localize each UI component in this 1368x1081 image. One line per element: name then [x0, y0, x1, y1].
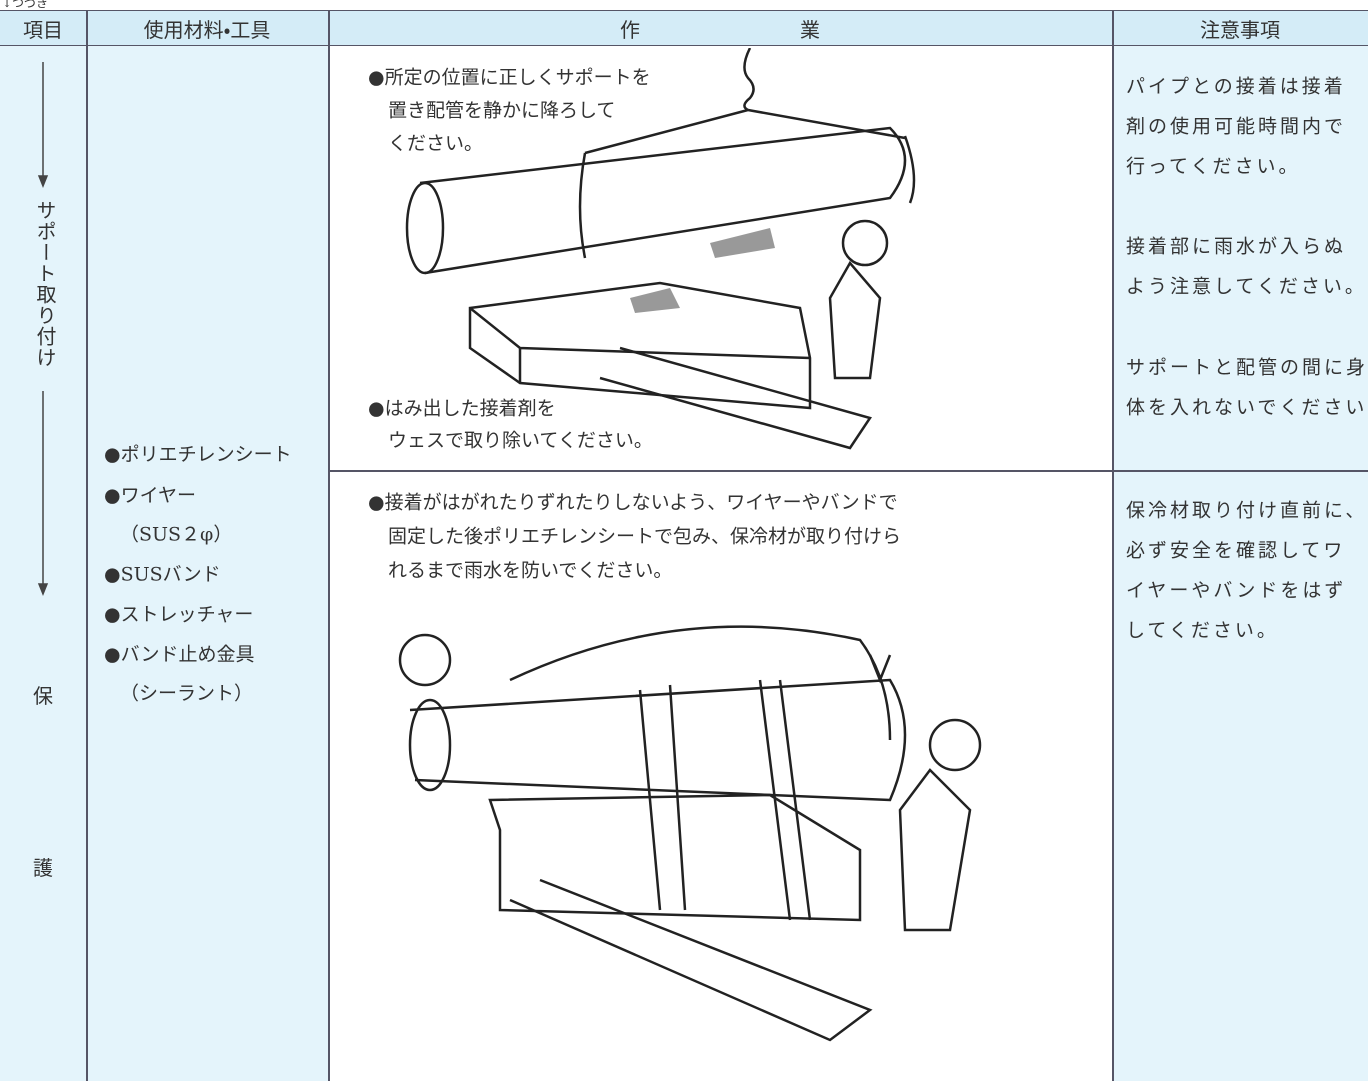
work-text: 置き配管を静かに降ろして	[388, 99, 616, 122]
note-text: イヤーやバンドをはず	[1126, 579, 1347, 602]
work-text: ●接着がはがれたりずれたりしないよう、ワイヤーやバンドで	[368, 491, 898, 514]
illustration-protection	[398, 625, 982, 1042]
note-text: 必ず安全を確認してワ	[1126, 539, 1346, 562]
note-text: 剤の使用可能時間内で	[1126, 115, 1347, 138]
column-border	[328, 10, 330, 1081]
stage-label: 保	[33, 684, 53, 708]
work-text: ウェスで取り除いてください。	[388, 429, 653, 452]
material-item: ●ワイヤー	[104, 484, 197, 507]
stage-label: 護	[33, 856, 53, 880]
material-item: ●ストレッチャー	[104, 603, 254, 626]
illustration-support	[405, 48, 916, 450]
work-text: ください。	[388, 132, 484, 155]
header-notes: 注意事項	[1200, 17, 1280, 42]
material-item: （SUS２φ）	[120, 523, 233, 546]
material-item: ●SUSバンド	[104, 563, 221, 586]
note-text: 保冷材取り付け直前に、	[1126, 499, 1368, 522]
material-item: （シーラント）	[120, 682, 254, 705]
work-text: ●所定の位置に正しくサポートを	[368, 66, 651, 89]
continued-label: ↓つづき	[2, 0, 49, 10]
note-text: パイプとの接着は接着	[1126, 75, 1346, 98]
left-columns-bg	[0, 46, 328, 1081]
note-text: サポートと配管の間に身	[1126, 356, 1368, 379]
work-text: れるまで雨水を防いでください。	[388, 559, 673, 582]
work-text: 固定した後ポリエチレンシートで包み、保冷材が取り付けら	[388, 525, 902, 548]
note-text: してください。	[1126, 619, 1279, 642]
row-border	[328, 470, 1368, 472]
note-text: 行ってください。	[1126, 155, 1301, 178]
work-text: ●はみ出した接着剤を	[368, 397, 556, 420]
header-work: 作 業	[620, 17, 820, 42]
stage-arrows	[37, 62, 49, 597]
header-materials: 使用材料・工具	[143, 17, 271, 42]
column-border	[1112, 10, 1114, 1081]
material-item: ●バンド止め金具	[104, 643, 255, 666]
stage-label: サポート取り付け	[33, 200, 57, 368]
note-text: 体を入れないでください。	[1126, 396, 1368, 419]
note-text: 接着部に雨水が入らぬ	[1126, 235, 1347, 258]
column-border	[86, 10, 88, 1081]
note-text: よう注意してください。	[1126, 275, 1367, 298]
material-item: ●ポリエチレンシート	[104, 443, 292, 466]
header-item: 項目	[23, 17, 63, 42]
notes-column-bg	[1112, 46, 1368, 1081]
header-row	[0, 10, 1368, 46]
